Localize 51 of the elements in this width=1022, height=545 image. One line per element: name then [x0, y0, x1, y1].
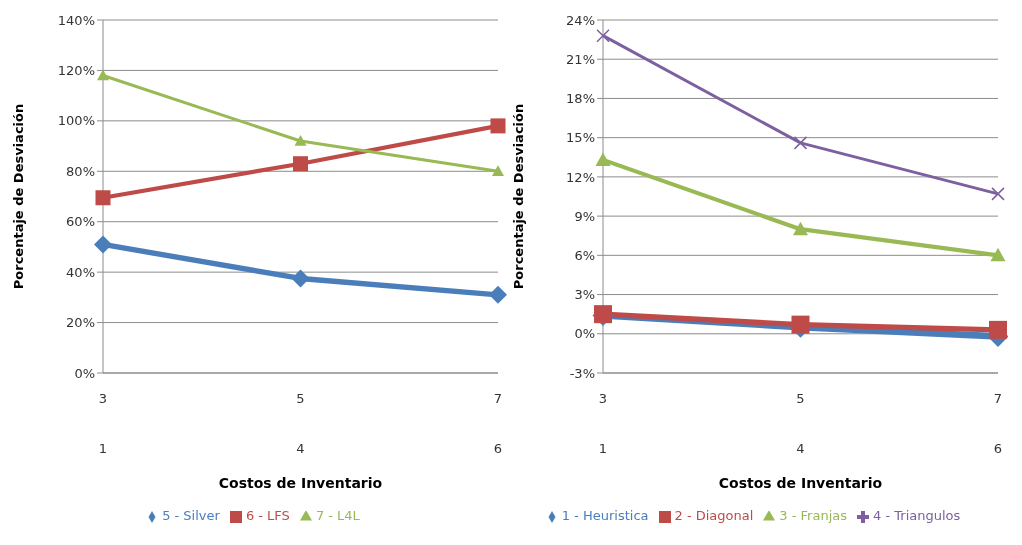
category-label: 5 4 [296, 391, 305, 456]
legend-label: 3 - Franjas [779, 508, 848, 523]
category-label: 3 1 [598, 391, 608, 456]
point [291, 269, 310, 288]
y-tick-label: 6% [574, 247, 595, 263]
point [991, 187, 1005, 201]
point [293, 156, 308, 172]
y-axis-title: Porcentaje de Desviación [10, 103, 26, 290]
y-tick-label: 24% [566, 12, 595, 28]
y-tick-label: 100% [57, 113, 95, 129]
point [990, 247, 1006, 262]
x-axis-title: Costos de Inventario [718, 475, 883, 491]
y-tick-label: 0% [74, 365, 95, 381]
point [492, 165, 504, 177]
y-tick-label: 21% [566, 51, 595, 67]
point [989, 320, 1007, 339]
y-tick-label: 15% [566, 130, 595, 146]
point [595, 152, 611, 166]
point [94, 235, 112, 254]
y-tick-label: 20% [66, 315, 95, 331]
y-axis-title: Porcentaje de Desviación [510, 103, 526, 290]
y-tick-label: 60% [66, 214, 95, 230]
legend-label: 7 - L4L [315, 508, 360, 523]
legend-label: 2 - Diagonal [674, 508, 754, 523]
legend-label: 5 - Silver [162, 508, 220, 523]
category-label: 7 6 [493, 391, 503, 456]
category-label: 5 4 [796, 391, 805, 456]
point [95, 190, 111, 206]
point [294, 135, 307, 146]
point [793, 221, 808, 236]
y-tick-label: 80% [66, 163, 95, 179]
y-tick-label: 9% [574, 208, 595, 224]
y-tick-label: -3% [569, 365, 595, 381]
y-tick-label: 18% [566, 91, 595, 107]
point [791, 315, 810, 334]
legend-label: 6 - LFS [245, 508, 290, 523]
y-tick-label: 12% [566, 169, 595, 185]
y-tick-label: 40% [66, 264, 95, 280]
y-tick-label: 3% [574, 287, 595, 303]
category-label: 7 6 [993, 391, 1003, 456]
legend-label: 1 - Heuristica [561, 508, 649, 523]
y-tick-label: 120% [57, 63, 95, 79]
point [793, 136, 808, 150]
point [489, 285, 507, 304]
y-tick-label: 140% [57, 12, 95, 28]
legend-label: 4 - Triangulos [873, 508, 961, 523]
category-label: 3 1 [98, 391, 108, 456]
y-tick-label: 0% [574, 326, 595, 342]
point [490, 118, 506, 134]
x-axis-title: Costos de Inventario [218, 475, 383, 491]
point [596, 28, 610, 43]
